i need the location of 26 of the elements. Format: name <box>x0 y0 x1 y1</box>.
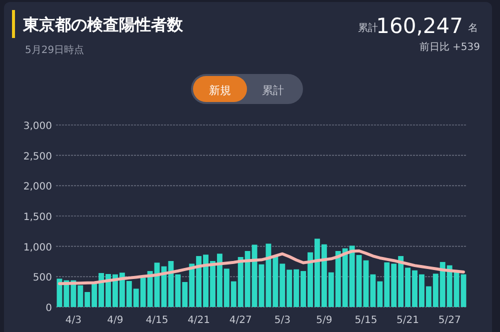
line-series <box>58 249 466 286</box>
y-tick-label: 0 <box>46 303 52 314</box>
x-tick-label: 4/21 <box>188 315 210 326</box>
text: 前日比 +539 <box>419 41 480 53</box>
subtitle: 5月29日時点 <box>25 45 84 56</box>
title: 東京都の検査陽性者数 <box>23 15 183 34</box>
x-tick-label: 5/21 <box>396 315 420 326</box>
text: 累計 <box>262 84 284 97</box>
y-tick-label: 500 <box>32 272 52 284</box>
x-tick-label: 4/3 <box>65 315 82 326</box>
y-tick-label: 2,000 <box>23 182 52 193</box>
text: 累計 <box>358 22 378 34</box>
x-tick-label: 4/15 <box>146 315 168 326</box>
x-tick-label: 4/9 <box>107 315 124 326</box>
y-tick-label: 2,500 <box>23 151 52 162</box>
text: 160,247 <box>376 14 463 38</box>
x-tick-label: 5/15 <box>354 315 378 326</box>
text: 新規 <box>209 84 231 97</box>
x-tick-label: 5/3 <box>274 315 290 326</box>
y-tick-label: 3,000 <box>23 121 52 132</box>
x-tick-label: 5/27 <box>438 315 461 326</box>
text: 名 <box>468 22 478 34</box>
y-tick-label: 1,000 <box>23 242 52 254</box>
y-tick-label: 1,500 <box>23 212 52 223</box>
x-tick-label: 4/27 <box>229 315 252 326</box>
x-tick-label: 5/9 <box>316 315 332 326</box>
